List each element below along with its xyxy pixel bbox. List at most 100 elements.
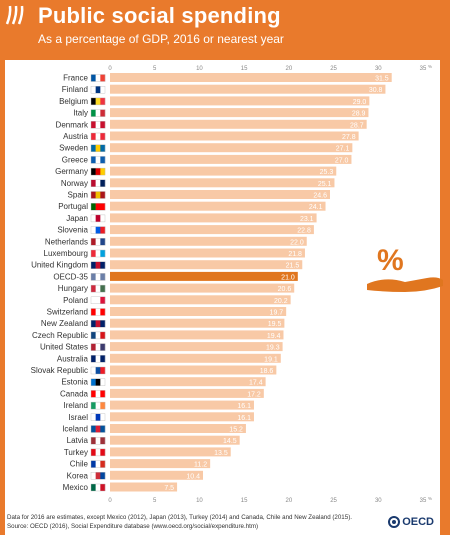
bar <box>110 365 277 375</box>
value-label: 19.1 <box>264 356 278 363</box>
category-label: Greece <box>62 155 89 164</box>
category-label: Korea <box>67 471 89 480</box>
value-label: 14.5 <box>223 438 237 445</box>
category-label: Spain <box>68 191 88 200</box>
category-label: Finland <box>62 85 88 94</box>
flag-icon <box>90 366 106 375</box>
category-label: Australia <box>57 354 89 363</box>
category-label: France <box>63 74 88 83</box>
category-label: Israel <box>68 413 88 422</box>
value-label: 28.7 <box>350 122 364 129</box>
value-label: 10.4 <box>186 473 200 480</box>
flag-icon <box>90 109 106 117</box>
value-label: 22.0 <box>290 239 304 246</box>
category-label: Turkey <box>64 448 88 457</box>
category-label: Sweden <box>59 144 88 153</box>
flag-icon <box>90 74 106 82</box>
x-unit-label-top: % <box>428 64 432 69</box>
flag-icon <box>90 460 106 468</box>
flag-icon <box>90 390 106 398</box>
bar <box>110 318 285 328</box>
category-label: Germany <box>55 167 88 176</box>
bar <box>110 108 369 118</box>
bar <box>110 353 281 363</box>
x-tick-label-bottom: 0 <box>108 498 112 504</box>
value-label: 25.3 <box>320 169 334 176</box>
header: Public social spending As a percentage o… <box>0 0 450 56</box>
bar <box>110 283 295 293</box>
flag-icon <box>90 320 106 328</box>
category-label: Czech Republic <box>32 331 88 340</box>
category-label: Iceland <box>62 425 88 434</box>
bar <box>110 482 178 492</box>
category-label: Latvia <box>67 436 89 445</box>
category-label: Estonia <box>61 378 88 387</box>
bar <box>110 119 367 129</box>
value-label: 15.2 <box>229 427 243 434</box>
x-tick-label-bottom: 5 <box>153 498 157 504</box>
flag-icon <box>90 425 106 433</box>
bar <box>110 143 353 153</box>
category-label: United Kingdom <box>31 261 88 270</box>
flag-icon <box>90 296 106 305</box>
value-label: 20.6 <box>278 286 292 293</box>
value-label: 21.8 <box>288 251 302 258</box>
value-label: 27.0 <box>335 157 349 164</box>
value-label: 16.1 <box>237 415 251 422</box>
x-tick-label-bottom: 30 <box>375 498 382 504</box>
flag-icon <box>90 284 106 293</box>
bar <box>110 295 291 305</box>
oecd-logo: OECD <box>388 516 434 528</box>
x-tick-label-top: 15 <box>241 66 248 72</box>
value-label: 24.1 <box>309 204 323 211</box>
x-tick-label-bottom: 15 <box>241 498 248 504</box>
bar <box>110 271 298 281</box>
value-label: 23.1 <box>300 216 314 223</box>
category-label: Hungary <box>58 284 88 293</box>
x-unit-label-bottom: % <box>428 496 432 501</box>
value-label: 21.5 <box>286 263 300 270</box>
bar <box>110 447 231 457</box>
value-label: 7.5 <box>164 485 174 492</box>
bar <box>110 412 254 422</box>
x-tick-label-bottom: 25 <box>330 498 337 504</box>
value-label: 27.1 <box>336 146 350 153</box>
category-label: Norway <box>61 179 88 188</box>
bar <box>110 131 359 141</box>
value-label: 18.6 <box>260 368 274 375</box>
category-label: Canada <box>60 389 89 398</box>
category-label: Netherlands <box>45 237 88 246</box>
value-label: 19.4 <box>267 333 281 340</box>
category-label: New Zealand <box>41 319 88 328</box>
value-label: 20.2 <box>274 298 288 305</box>
oecd-globe-icon <box>388 516 401 528</box>
flag-icon <box>90 343 106 351</box>
bar <box>110 225 314 235</box>
value-label: 29.0 <box>353 99 367 106</box>
bar <box>110 377 266 387</box>
bar <box>110 260 303 270</box>
flag-icon <box>90 472 106 480</box>
bar-chart: 0 0 5 5 10 10 15 15 20 20 25 25 30 30 35 35%% France 31.5… <box>31 64 432 504</box>
chart-subtitle: As a percentage of GDP, 2016 or nearest … <box>38 32 284 46</box>
category-label: Denmark <box>56 120 89 129</box>
x-tick-label-top: 0 <box>108 66 112 72</box>
bar <box>110 470 204 480</box>
x-tick-label-top: 10 <box>196 66 203 72</box>
x-tick-label-top: 25 <box>330 66 337 72</box>
flag-icon <box>90 214 106 223</box>
flag-icon <box>90 401 106 410</box>
category-label: Switzerland <box>47 308 88 317</box>
flag-icon <box>90 378 106 386</box>
category-label: Japan <box>66 214 88 223</box>
bar <box>110 342 283 352</box>
flag-icon <box>90 121 106 129</box>
bar <box>110 307 287 316</box>
value-label: 19.3 <box>266 345 280 352</box>
oecd-brand: OECD <box>402 516 434 528</box>
value-label: 21.0 <box>281 274 295 281</box>
flag-icon <box>90 86 106 94</box>
flag-icon <box>90 202 106 211</box>
category-label: Italy <box>73 109 88 118</box>
value-label: 25.1 <box>318 181 332 188</box>
